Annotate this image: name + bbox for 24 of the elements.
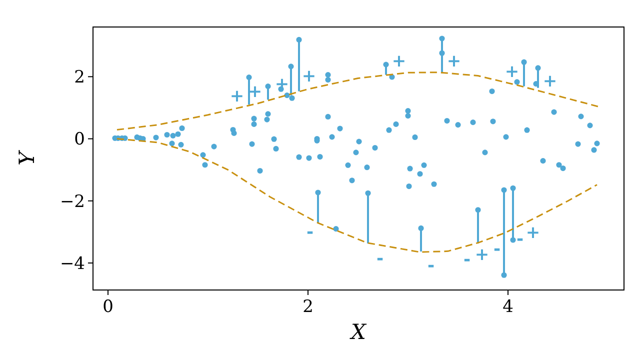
annotation: - <box>427 256 435 276</box>
y-tick-label: 2 <box>74 68 85 88</box>
annotation: + <box>474 245 490 266</box>
x-axis-title: X <box>349 320 368 344</box>
annotation: - <box>376 248 384 269</box>
annotation: + <box>504 62 520 82</box>
y-axis-title: Y <box>15 149 39 166</box>
annotation: - <box>306 222 314 243</box>
annotation: + <box>446 52 462 72</box>
annotation: + <box>248 82 262 102</box>
y-tick-label: 0 <box>74 130 85 150</box>
annotation: + <box>526 222 540 243</box>
annotation: + <box>542 72 558 92</box>
annotation: + <box>392 52 406 72</box>
x-tick-label: 2 <box>302 297 314 317</box>
x-tick-label: 4 <box>502 297 514 317</box>
annotation: - <box>493 240 501 260</box>
annotation: - <box>516 229 524 250</box>
annotation: - <box>463 250 471 270</box>
x-tick-label: 0 <box>102 297 114 317</box>
annotation: + <box>302 66 316 87</box>
y-tick-label: −4 <box>60 254 85 274</box>
annotation: + <box>230 86 244 106</box>
y-tick-label: −2 <box>60 192 85 212</box>
